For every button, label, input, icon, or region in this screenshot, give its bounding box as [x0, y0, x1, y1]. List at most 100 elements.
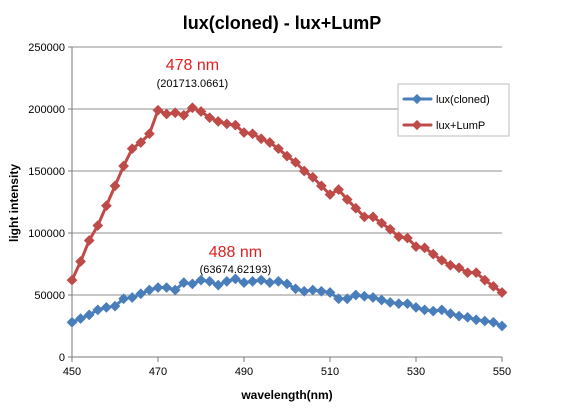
series-1 [66, 102, 508, 298]
x-tick-label: 550 [493, 366, 511, 378]
x-tick-label: 530 [407, 366, 425, 378]
series-point [118, 160, 129, 172]
series-layer [66, 102, 508, 332]
series-point [419, 304, 430, 316]
annotation-value: (201713.0661) [157, 78, 229, 90]
series-point [264, 137, 276, 148]
series-point [230, 273, 241, 285]
y-tick-label: 100000 [28, 228, 65, 240]
series-point [281, 278, 293, 290]
series-point [341, 293, 353, 305]
series-point [324, 189, 336, 200]
series-point [496, 320, 508, 332]
series-point [376, 217, 387, 229]
y-tick-label: 250000 [28, 42, 65, 54]
series-point [238, 127, 250, 138]
series-point [212, 279, 224, 291]
series-point [367, 211, 379, 223]
series-point [101, 302, 112, 313]
series-point [384, 297, 396, 308]
series-point [410, 241, 422, 253]
series-point [402, 232, 413, 244]
series-point [470, 267, 482, 279]
series-point [75, 256, 86, 267]
annotation-label: 488 nm [209, 244, 262, 261]
series-point [333, 293, 344, 305]
series-point [350, 202, 362, 214]
series-point [144, 284, 155, 296]
series-point [393, 298, 405, 310]
series-point [109, 180, 121, 192]
series-point [462, 311, 473, 323]
series-point [427, 248, 439, 260]
series-point [307, 284, 319, 296]
series-point [238, 277, 250, 288]
series-point [298, 165, 310, 177]
series-point [178, 109, 190, 121]
series-point [135, 288, 147, 300]
series-point [290, 283, 301, 295]
series-point [359, 211, 370, 223]
legend-marker [411, 93, 423, 105]
series-point [445, 259, 456, 271]
y-tick-label: 150000 [28, 166, 65, 178]
series-point [273, 143, 284, 155]
y-tick-label: 50000 [34, 290, 65, 302]
series-point [384, 223, 396, 235]
series-point [75, 313, 86, 324]
x-tick-label: 450 [63, 366, 81, 378]
y-axis-title: light intensity [7, 164, 21, 242]
series-point [195, 106, 207, 117]
series-point [83, 309, 95, 321]
series-point [496, 287, 508, 298]
annotations: 478 nm (201713.0661) 488 nm (63674.62193) [157, 57, 272, 276]
series-point [126, 292, 138, 303]
series-point [273, 275, 284, 287]
series-point [195, 274, 207, 286]
series-point [462, 267, 473, 279]
series-point [359, 290, 370, 302]
series-point [212, 116, 224, 127]
series-point [255, 133, 267, 145]
series-point [264, 277, 276, 288]
series-point [298, 285, 310, 297]
series-point [453, 262, 465, 274]
series-point [161, 108, 172, 120]
series-point [307, 171, 319, 183]
series-point [290, 156, 301, 168]
series-point [118, 293, 129, 305]
series-point [316, 285, 327, 297]
series-point [255, 274, 267, 286]
series-point [436, 254, 448, 266]
series-point [479, 315, 491, 327]
x-tick-label: 490 [235, 366, 253, 378]
series-point [169, 107, 181, 119]
series-point [350, 289, 362, 301]
y-tick-label: 0 [59, 352, 65, 364]
series-point [427, 305, 439, 317]
series-point [187, 278, 198, 290]
series-point [135, 137, 147, 148]
series-point [453, 310, 465, 322]
x-axis-title: wavelength(nm) [240, 388, 332, 402]
series-point [92, 304, 104, 316]
series-point [169, 284, 181, 296]
series-point [221, 118, 233, 130]
series-point [316, 180, 327, 192]
series-0 [66, 273, 508, 332]
series-point [92, 220, 104, 231]
series-point [488, 316, 499, 328]
series-point [152, 104, 164, 116]
series-point [247, 128, 258, 140]
series-point [187, 102, 198, 114]
series-point [341, 194, 353, 205]
x-tick-label: 510 [321, 366, 339, 378]
series-point [204, 112, 215, 124]
series-point [161, 282, 172, 293]
series-point [152, 282, 164, 293]
legend: lux(cloned) lux+LumP [397, 83, 510, 137]
series-point [66, 316, 78, 328]
legend-label: lux+LumP [436, 120, 485, 132]
series-point [436, 304, 448, 316]
